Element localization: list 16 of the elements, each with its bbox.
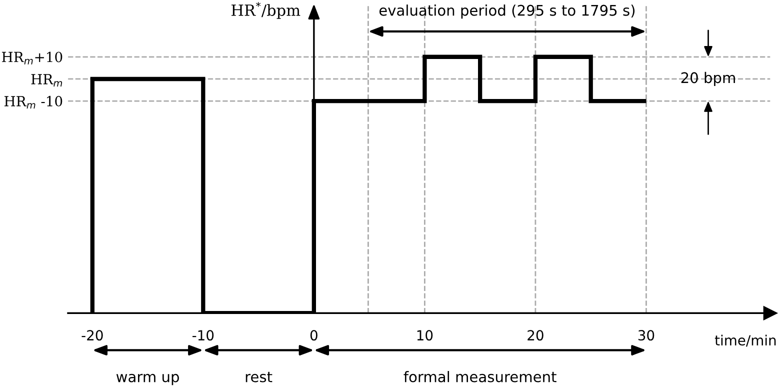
- text: rest: [246, 372, 272, 382]
- text: warm up: [116, 374, 179, 386]
- text: formal measurement: [404, 371, 556, 382]
- annotation: evaluation period (295 s to 1795 s): [379, 4, 635, 19]
- x-tick-label: 0: [310, 330, 318, 341]
- y-axis-title: HR$^{*}$/bpm: [232, 2, 300, 19]
- x-tick-label: -10: [192, 330, 214, 341]
- y-tick-label: HR$_{m}$+10: [2, 52, 62, 64]
- y-tick-label: HR$_{m}$: [31, 74, 62, 87]
- annotation: 20 bpm: [681, 72, 735, 86]
- x-tick-label: -20: [82, 330, 103, 341]
- x-tick-label: 30: [638, 330, 654, 341]
- x-tick-label: 20: [528, 330, 544, 341]
- y-tick-label: HR$_{m}$ -10: [4, 96, 62, 109]
- x-tick-label: 10: [417, 330, 433, 341]
- x-axis-title: time/min: [714, 334, 776, 347]
